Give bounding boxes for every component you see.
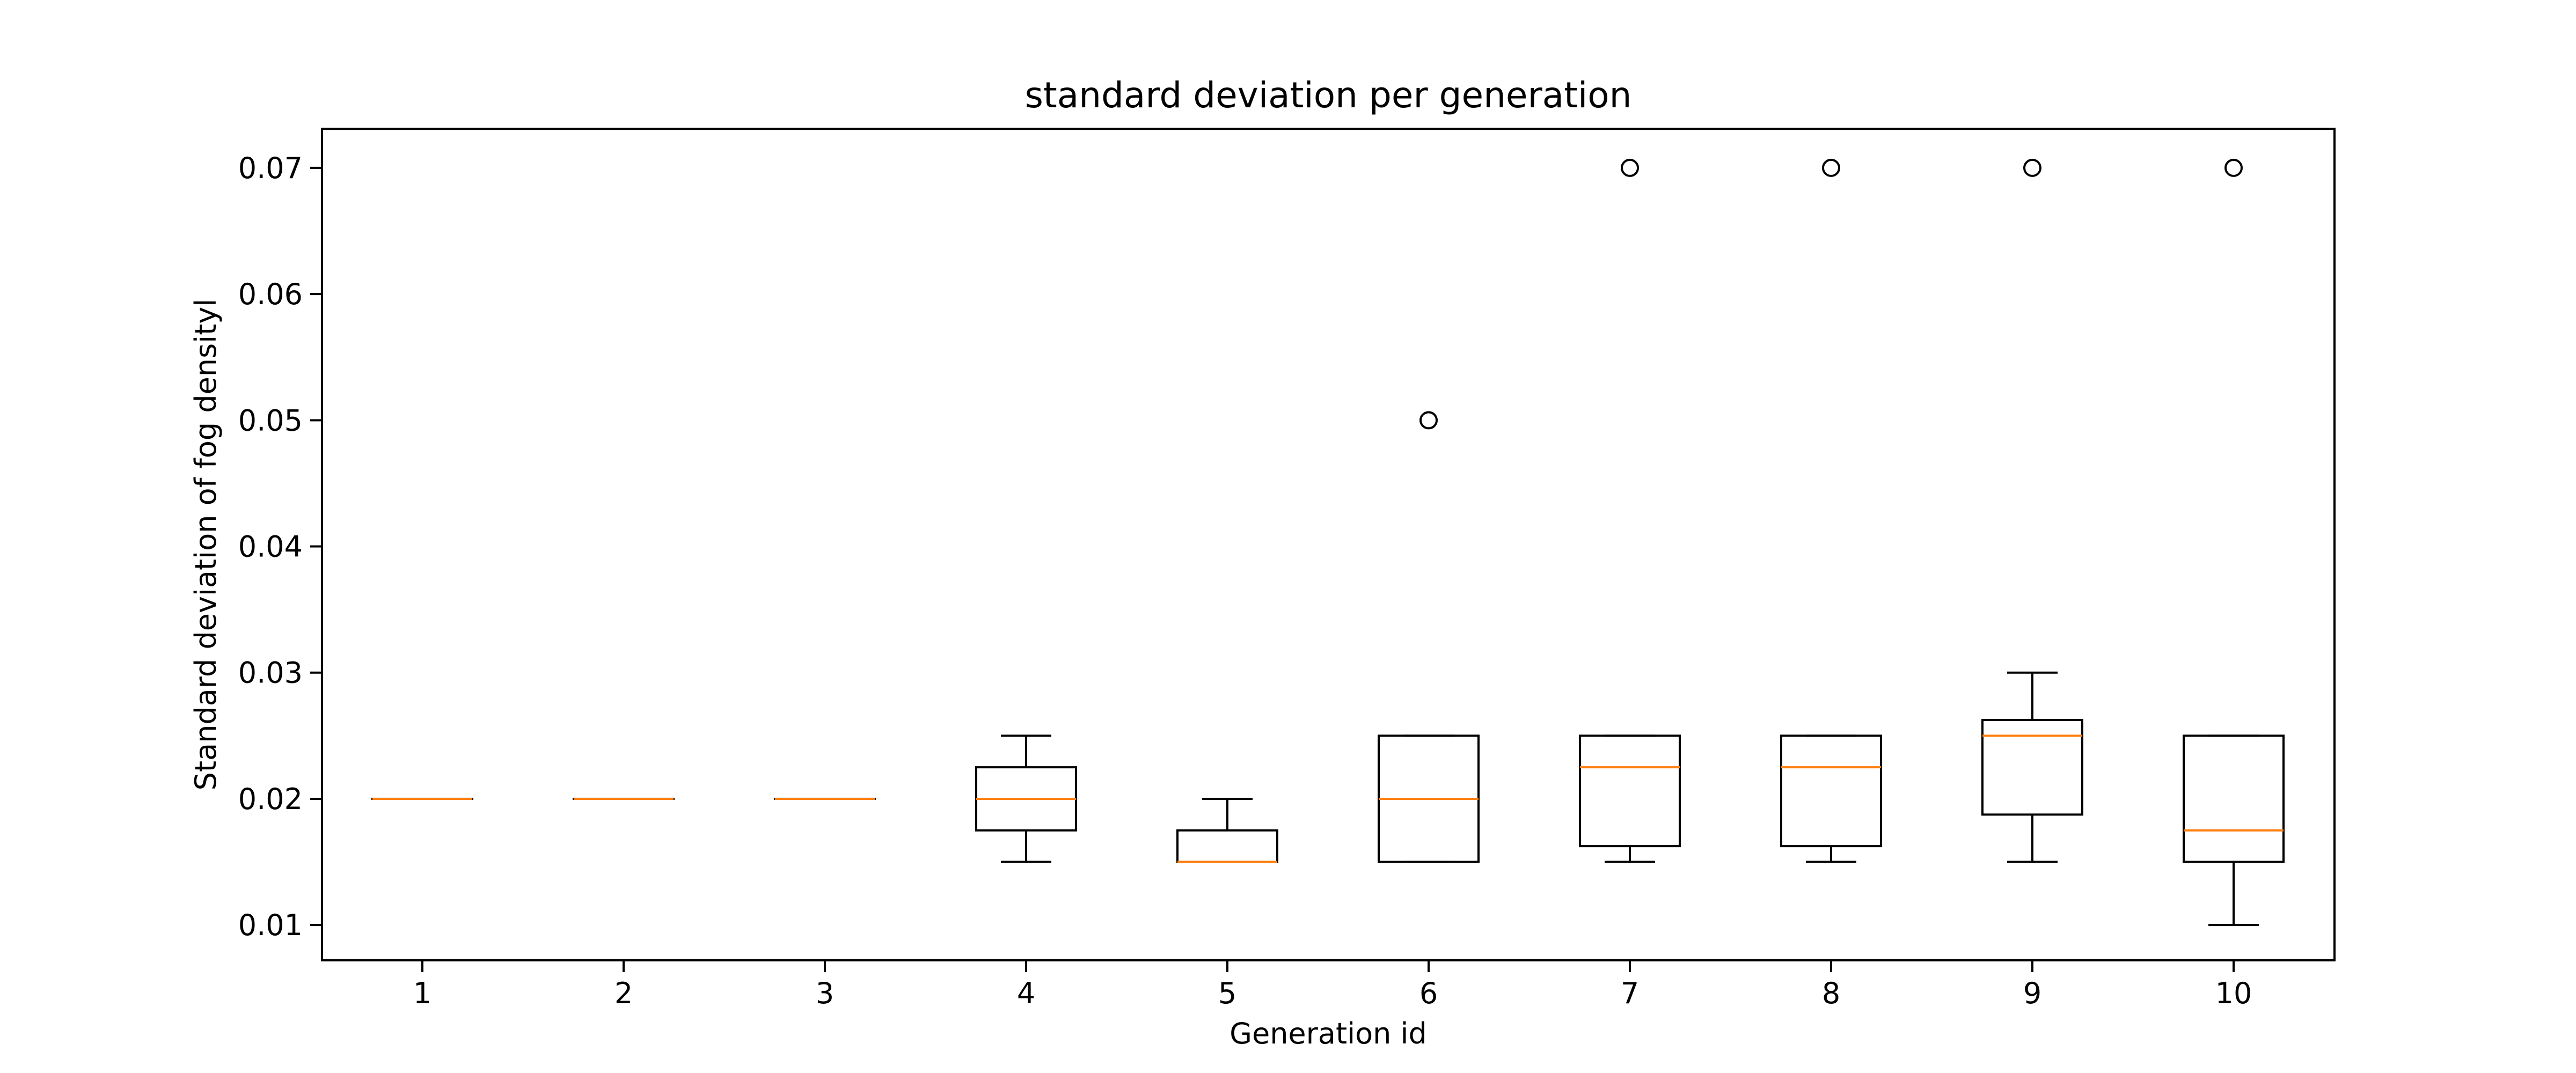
chart-title: standard deviation per generation: [1024, 75, 1631, 116]
y-tick-label: 0.01: [238, 908, 303, 942]
y-axis-label: Standard deviation of fog densityl: [189, 299, 223, 791]
x-tick-label: 4: [1017, 976, 1035, 1010]
x-tick-label: 3: [816, 976, 834, 1010]
outlier-point: [1419, 411, 1438, 430]
y-tick-label: 0.03: [238, 656, 303, 690]
box: [1780, 734, 1882, 848]
outlier-point: [1621, 158, 1639, 177]
y-tick-label: 0.07: [238, 151, 303, 185]
x-tick-label: 7: [1621, 976, 1639, 1010]
plot-frame: [321, 128, 2336, 961]
outlier-point: [1822, 158, 1840, 177]
x-tick-label: 10: [2215, 976, 2252, 1010]
x-tick-label: 9: [2023, 976, 2041, 1010]
x-tick-label: 2: [614, 976, 633, 1010]
x-tick-label: 6: [1419, 976, 1438, 1010]
outlier-point: [2224, 158, 2243, 177]
y-tick-label: 0.04: [238, 530, 303, 564]
y-tick-label: 0.06: [238, 277, 303, 311]
x-tick-label: 1: [413, 976, 431, 1010]
box: [1579, 734, 1681, 848]
box: [2183, 734, 2285, 863]
outlier-point: [2023, 158, 2041, 177]
box: [1981, 718, 2083, 816]
y-tick-label: 0.02: [238, 782, 303, 816]
x-tick-label: 5: [1218, 976, 1236, 1010]
x-tick-label: 8: [1822, 976, 1840, 1010]
x-axis-label: Generation id: [1230, 1017, 1427, 1050]
y-tick-label: 0.05: [238, 403, 303, 437]
